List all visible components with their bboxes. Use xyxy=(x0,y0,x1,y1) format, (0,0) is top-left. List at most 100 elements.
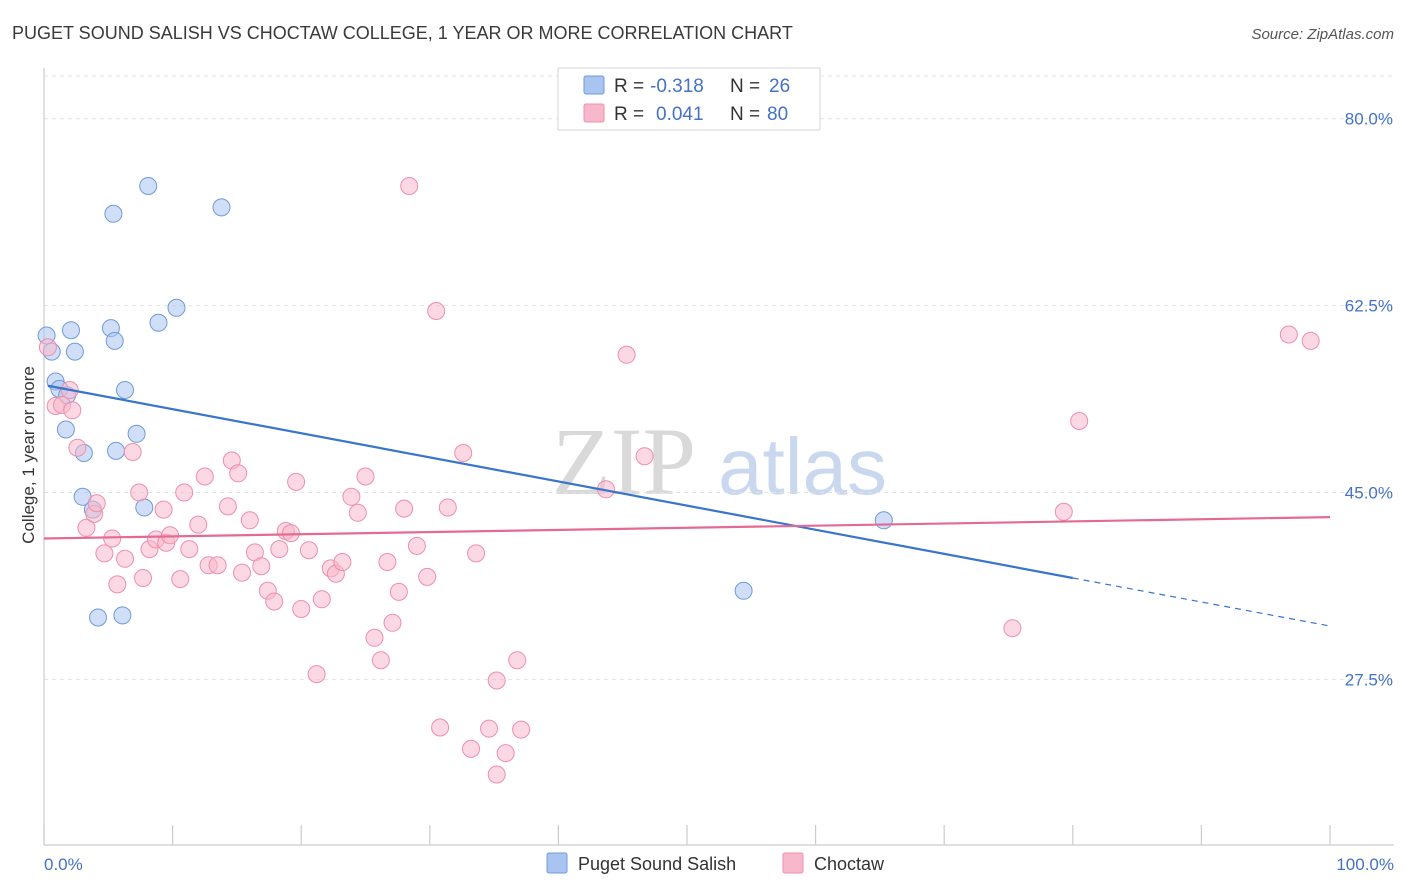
data-point xyxy=(108,575,127,594)
data-point xyxy=(189,515,208,534)
watermark-atlas: atlas xyxy=(718,422,887,511)
data-point xyxy=(63,401,82,420)
data-point xyxy=(467,544,486,563)
legend-r-value-choctaw: 0.041 xyxy=(656,104,704,125)
data-point xyxy=(56,420,75,439)
data-point xyxy=(167,298,186,317)
bottom-legend-swatch-salish xyxy=(546,852,568,874)
data-point xyxy=(252,557,271,576)
bottom-legend-label-choctaw: Choctaw xyxy=(814,854,885,874)
data-point xyxy=(229,464,248,483)
data-point xyxy=(356,467,375,486)
data-point xyxy=(1279,325,1298,344)
data-point xyxy=(175,483,194,502)
data-point xyxy=(378,553,397,571)
data-point xyxy=(68,438,87,457)
trend-lines xyxy=(43,384,1331,627)
bottom-legend: Puget Sound Salish Choctaw xyxy=(546,852,885,874)
legend-swatch-salish xyxy=(583,75,605,95)
data-point xyxy=(154,500,173,519)
legend-n-label-salish: N = xyxy=(730,76,760,97)
series-choctaw xyxy=(38,177,1320,784)
data-point xyxy=(418,567,437,586)
data-point xyxy=(105,331,124,350)
legend-n-label-choctaw: N = xyxy=(730,104,760,125)
data-point xyxy=(348,503,367,522)
data-point xyxy=(65,342,84,361)
trend-line-extension xyxy=(1072,577,1331,627)
data-point xyxy=(462,739,480,758)
data-point xyxy=(395,499,414,518)
legend-r-label-salish: R = xyxy=(614,76,644,97)
y-tick-label: 80.0% xyxy=(1345,110,1393,129)
legend: R = -0.318 N = 26 R = 0.041 N = 80 xyxy=(557,67,821,131)
y-axis-title: College, 1 year or more xyxy=(19,366,38,544)
grid xyxy=(44,75,1394,680)
data-point xyxy=(480,719,498,738)
data-point xyxy=(1070,412,1089,430)
data-point xyxy=(874,511,893,530)
data-point xyxy=(508,651,527,670)
data-point xyxy=(171,570,190,589)
data-point xyxy=(1301,331,1320,350)
data-point xyxy=(89,608,107,627)
data-point xyxy=(127,424,146,443)
x-tick-label-max: 100.0% xyxy=(1336,855,1394,874)
data-point xyxy=(116,381,134,399)
data-point xyxy=(233,563,251,582)
data-point xyxy=(454,444,473,462)
data-point xyxy=(281,524,300,543)
data-point xyxy=(427,302,446,320)
chart-source: Source: ZipAtlas.com xyxy=(1251,26,1394,43)
data-point xyxy=(104,204,123,223)
data-point xyxy=(38,338,57,357)
y-tick-label: 27.5% xyxy=(1345,670,1393,689)
legend-n-value-salish: 26 xyxy=(769,76,790,97)
data-point xyxy=(218,497,237,516)
bottom-legend-swatch-choctaw xyxy=(782,852,804,874)
data-point xyxy=(635,447,654,466)
data-point xyxy=(365,628,384,647)
data-point xyxy=(496,744,515,763)
data-point xyxy=(299,541,318,560)
legend-n-value-choctaw: 80 xyxy=(767,104,788,125)
bottom-legend-label-salish: Puget Sound Salish xyxy=(578,854,736,874)
data-point xyxy=(149,313,168,332)
legend-r-value-salish: -0.318 xyxy=(650,76,704,97)
data-point xyxy=(123,443,142,461)
data-point xyxy=(487,671,506,690)
data-point xyxy=(139,177,158,195)
data-point xyxy=(438,498,457,517)
data-point xyxy=(135,498,154,517)
x-tick-label-min: 0.0% xyxy=(44,855,83,874)
trend-line-puget-sound-salish xyxy=(47,384,1074,580)
data-point xyxy=(95,544,114,563)
data-point xyxy=(180,540,199,559)
data-point xyxy=(383,613,402,632)
watermark-zip: ZIP xyxy=(552,408,696,515)
data-point xyxy=(371,651,390,670)
data-point xyxy=(77,518,96,537)
data-points xyxy=(37,177,1320,784)
data-point xyxy=(312,590,331,609)
data-point xyxy=(512,720,531,739)
data-point xyxy=(208,556,227,575)
legend-r-label-choctaw: R = xyxy=(614,104,644,125)
chart-title: PUGET SOUND SALISH VS CHOCTAW COLLEGE, 1… xyxy=(12,23,793,43)
data-point xyxy=(292,600,311,618)
data-point xyxy=(130,483,149,502)
data-point xyxy=(1054,502,1073,521)
data-point xyxy=(487,765,506,784)
y-tick-label: 62.5% xyxy=(1345,297,1393,316)
data-point xyxy=(734,581,753,600)
data-point xyxy=(107,441,125,460)
data-point xyxy=(113,606,132,625)
data-point xyxy=(240,511,259,530)
data-point xyxy=(307,665,326,684)
data-point xyxy=(389,582,408,601)
series-puget-sound-salish xyxy=(37,177,893,627)
data-point xyxy=(212,198,231,217)
data-point xyxy=(116,549,134,568)
y-tick-label: 45.0% xyxy=(1345,484,1393,503)
